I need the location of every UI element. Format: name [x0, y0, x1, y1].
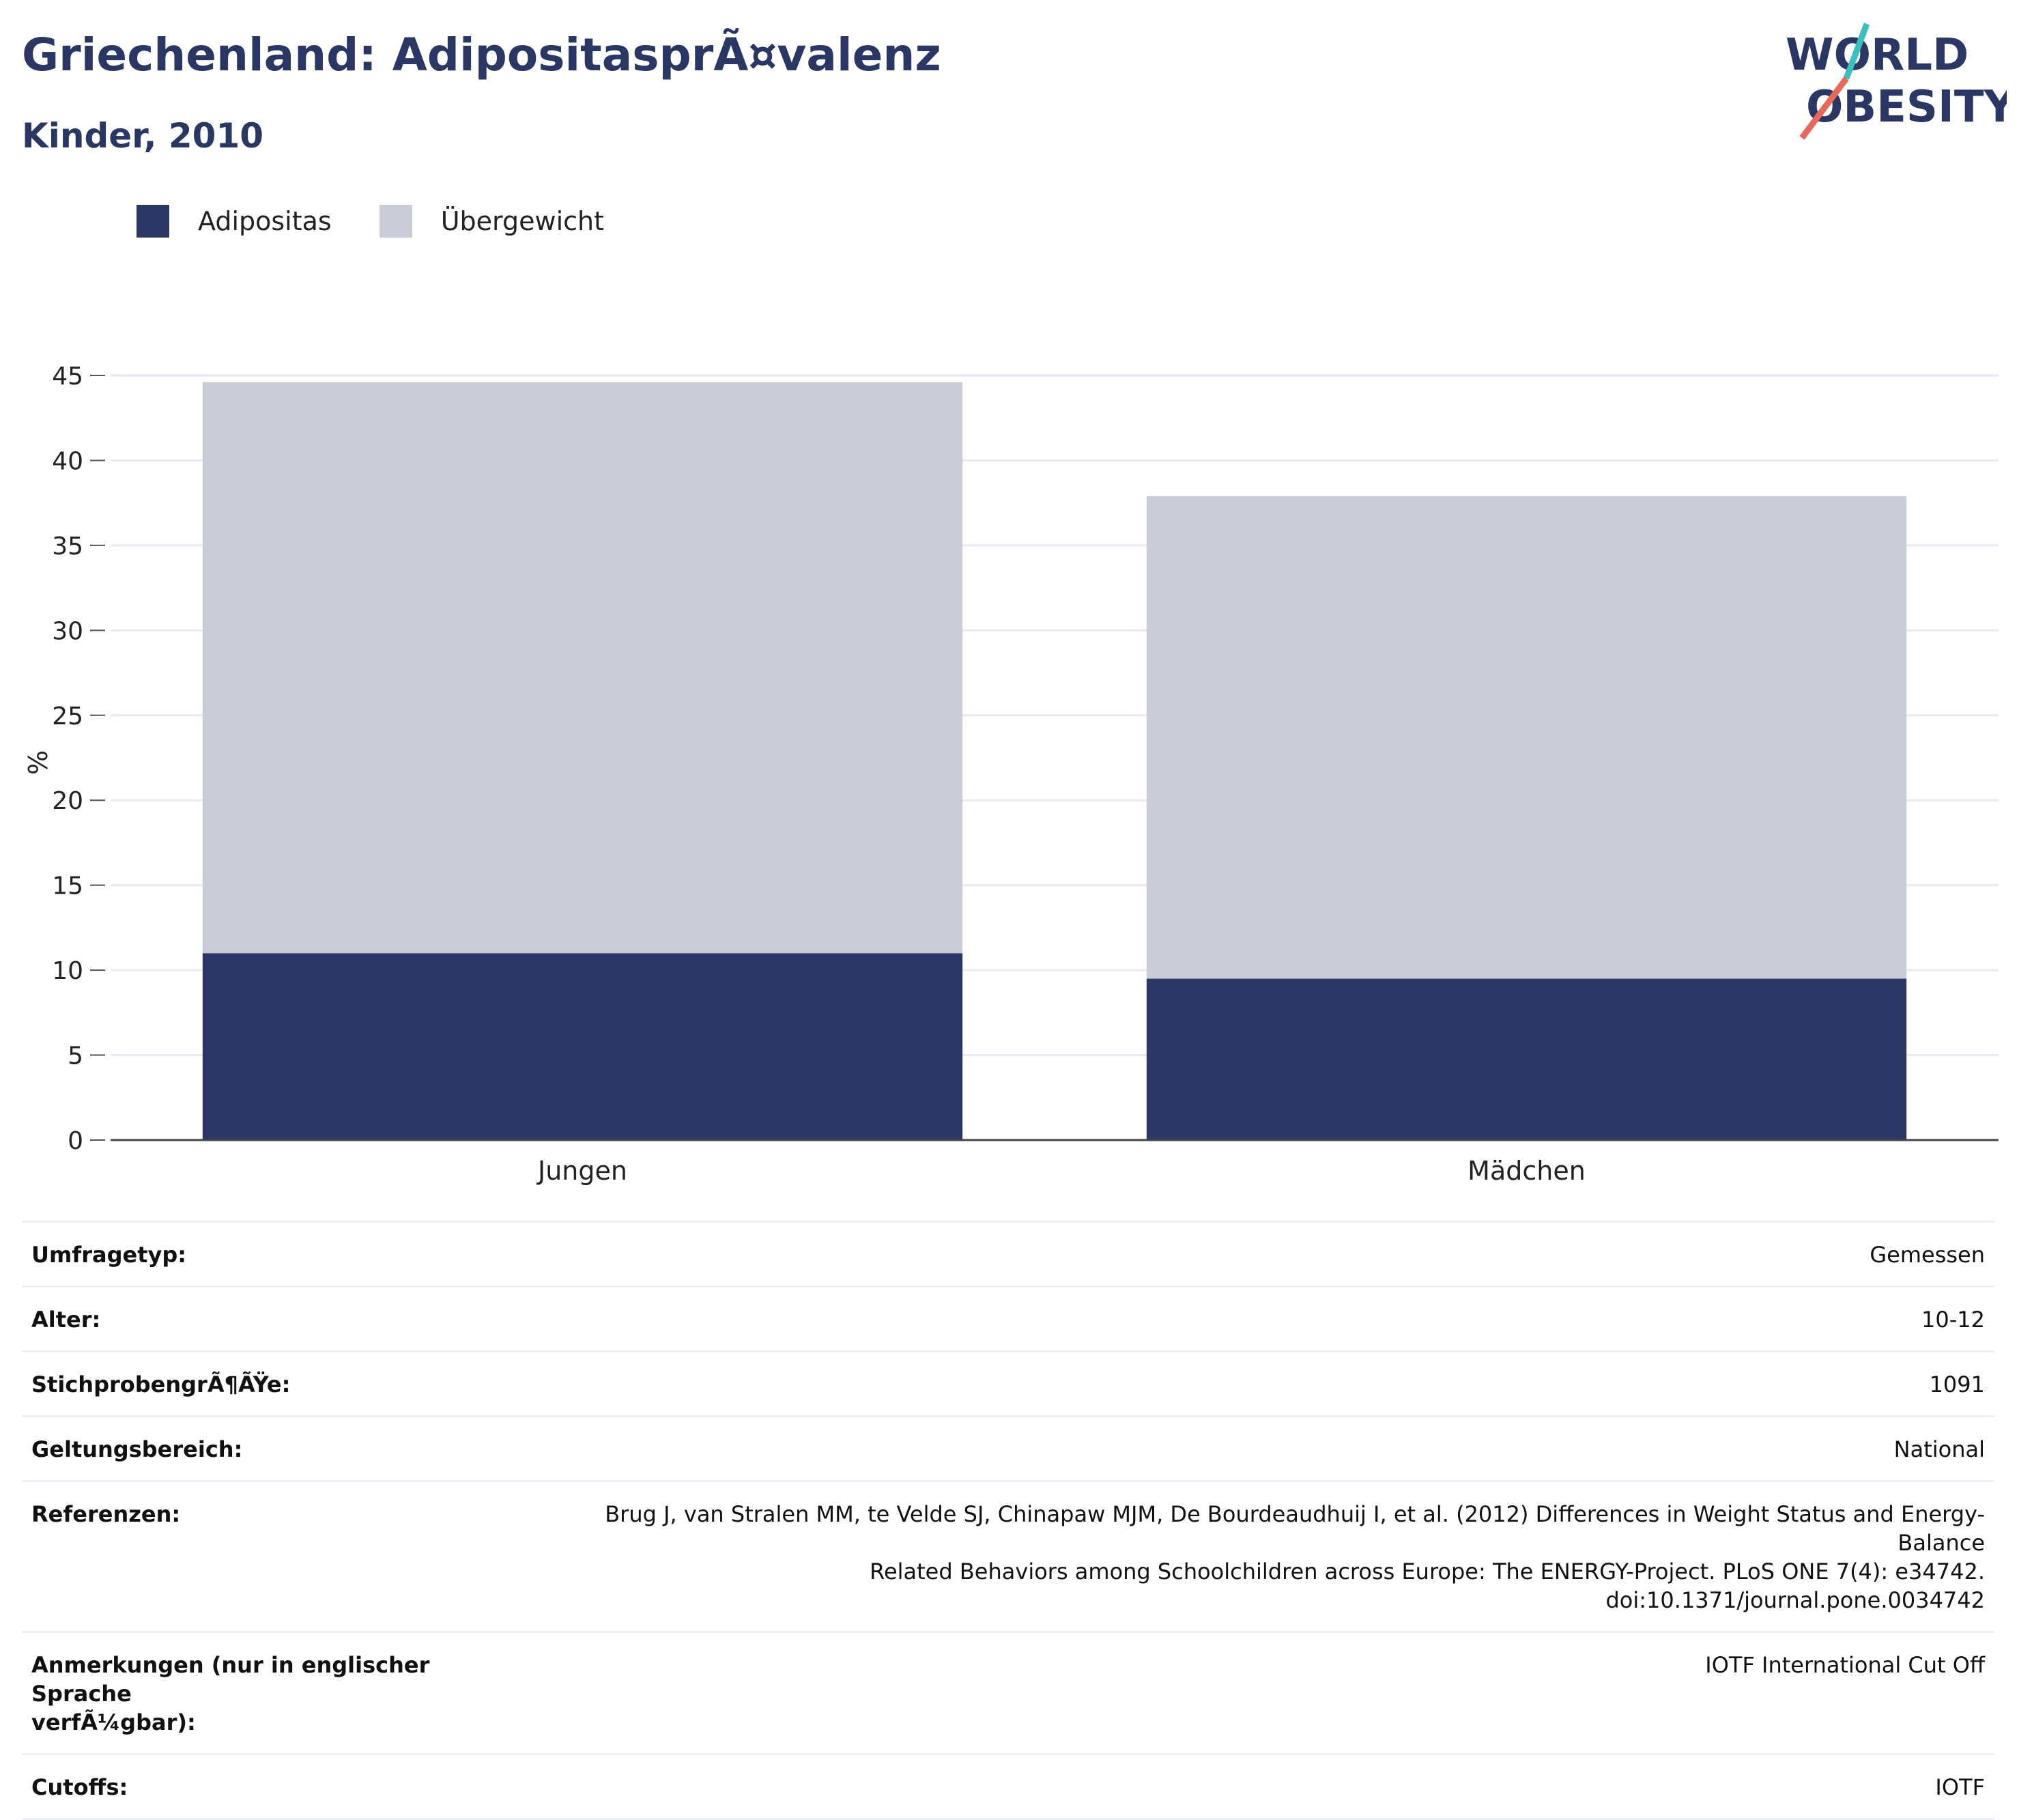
x-tick-label: Jungen: [536, 1156, 627, 1186]
page-subtitle: Kinder, 2010: [22, 116, 264, 156]
info-row: Alter: 10-12: [22, 1285, 1994, 1352]
info-value-line: Gemessen: [1870, 1242, 1985, 1268]
logo-slash-bottom: [1799, 76, 1849, 140]
info-value-line: doi:10.1371/journal.pone.0034742: [1605, 1587, 1985, 1613]
y-tick-label: 20: [52, 787, 83, 815]
info-row: StichprobengrÃ¶ÃŸe: 1091: [22, 1350, 1994, 1417]
info-label: Geltungsbereich:: [22, 1415, 519, 1481]
logo-slash-top: [1843, 23, 1870, 80]
page-title: Griechenland: AdipositasprÃ¤valenz: [22, 29, 941, 81]
logo-line-1: WORLD: [1786, 30, 1968, 81]
bar-uebergewicht-1: [1146, 496, 1907, 979]
y-tick-label: 0: [68, 1127, 83, 1155]
y-tick-label: 35: [52, 532, 83, 560]
info-value: IOTF International Cut Off: [519, 1631, 1994, 1754]
info-row: Geltungsbereich: National: [22, 1415, 1994, 1481]
info-label: Anmerkungen (nur in englischer Sprache ve…: [22, 1631, 519, 1754]
chart-legend: Adipositas Übergewicht: [137, 203, 652, 239]
info-value-line: National: [1893, 1436, 1985, 1462]
info-value: Brug J, van Stralen MM, te Velde SJ, Chi…: [519, 1480, 1994, 1632]
info-label: Referenzen:: [22, 1480, 519, 1632]
legend-item-uebergewicht[interactable]: Übergewicht: [379, 205, 604, 238]
bar-adipositas-1: [1146, 978, 1907, 1140]
bar-uebergewicht-0: [202, 382, 963, 954]
info-value-line: Brug J, van Stralen MM, te Velde SJ, Chi…: [605, 1501, 1985, 1556]
y-tick-label: 10: [52, 957, 83, 985]
info-label-line: verfÃ¼gbar):: [31, 1709, 196, 1735]
info-value-line: IOTF International Cut Off: [1705, 1652, 1985, 1678]
info-value: 1091: [519, 1350, 1994, 1417]
info-label-line: Referenzen:: [31, 1501, 181, 1527]
y-tick-label: 15: [52, 872, 83, 900]
info-row: Umfragetyp: Gemessen: [22, 1221, 1994, 1287]
info-value-line: 1091: [1929, 1371, 1985, 1397]
info-row: Anmerkungen (nur in englischer Sprache ve…: [22, 1631, 1994, 1754]
info-label: Cutoffs:: [22, 1753, 519, 1820]
info-label: StichprobengrÃ¶ÃŸe:: [22, 1350, 519, 1417]
legend-swatch-uebergewicht: [379, 205, 412, 238]
info-value: 10-12: [519, 1285, 1994, 1352]
info-label-line: Anmerkungen (nur in englischer Sprache: [31, 1652, 430, 1707]
info-value: Gemessen: [519, 1221, 1994, 1287]
info-label-line: Geltungsbereich:: [31, 1436, 243, 1462]
y-tick-label: 25: [52, 702, 83, 730]
world-obesity-logo: WORLD OBESITY: [1786, 23, 2007, 140]
info-value-line: IOTF: [1935, 1774, 1985, 1800]
legend-swatch-adipositas: [137, 205, 169, 238]
bar-chart: 0 5 10 15 20 25 30 35 40 45 Jungen Mädchen: [52, 362, 1999, 1186]
x-tick-label: Mädchen: [1467, 1156, 1586, 1186]
info-value: IOTF: [519, 1753, 1994, 1820]
info-label-line: Umfragetyp:: [31, 1242, 187, 1268]
info-label-line: Cutoffs:: [31, 1774, 128, 1800]
y-tick-label: 30: [52, 617, 83, 645]
bar-adipositas-0: [202, 953, 963, 1140]
survey-info-table: Umfragetyp: Gemessen Alter: 10-12 Stichprobe…: [22, 1221, 1994, 1820]
info-value-line: 10-12: [1921, 1307, 1985, 1333]
info-value-line: Related Behaviors among Schoolchildren a…: [870, 1559, 1985, 1584]
legend-label-uebergewicht: Übergewicht: [440, 206, 604, 236]
info-row: Cutoffs: IOTF: [22, 1753, 1994, 1820]
legend-label-adipositas: Adipositas: [198, 206, 332, 236]
info-label: Umfragetyp:: [22, 1221, 519, 1287]
legend-item-adipositas[interactable]: Adipositas: [137, 205, 332, 238]
y-tick-label: 5: [68, 1042, 83, 1070]
info-row: Referenzen: Brug J, van Stralen MM, te Ve…: [22, 1480, 1994, 1632]
y-tick-label: 45: [52, 362, 83, 390]
info-value: National: [519, 1415, 1994, 1481]
info-label-line: StichprobengrÃ¶ÃŸe:: [31, 1371, 291, 1397]
info-label-line: Alter:: [31, 1307, 101, 1333]
y-tick-label: 40: [52, 447, 83, 475]
info-label: Alter:: [22, 1285, 519, 1352]
